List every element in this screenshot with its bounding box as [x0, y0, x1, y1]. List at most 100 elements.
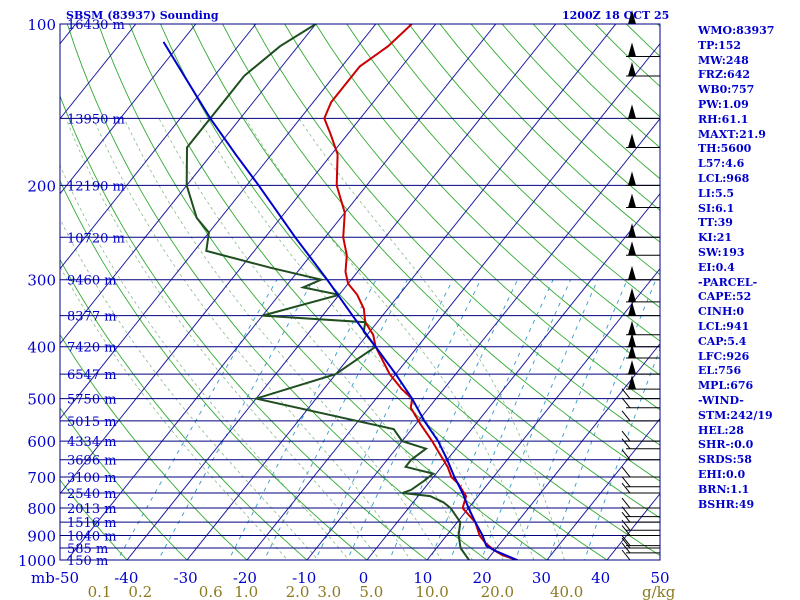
height-label: 585 m — [67, 542, 108, 557]
dewpoint-trace — [185, 24, 471, 560]
wind-barb-feather — [621, 497, 631, 509]
wind-barb-feather — [621, 438, 631, 450]
pressure-unit-label: mb — [31, 569, 55, 587]
isotherm-line — [60, 24, 317, 345]
dry-adiabat-line — [346, 24, 660, 342]
index-item: BSHR:49 — [698, 497, 755, 511]
wind-barbs — [621, 10, 660, 561]
station-title: SBSM (83937) Sounding — [66, 9, 219, 22]
sounding-indices-panel: WMO:83937 TP:152 MW:248 FRZ:642 WB0:757 PW:1.… — [698, 24, 774, 512]
index-item: L57:4.6 — [698, 157, 745, 171]
index-item: EI:0.4 — [698, 260, 735, 274]
plot-frame — [59, 23, 661, 561]
index-item: SRDS:58 — [698, 453, 752, 467]
height-label: 9460 m — [67, 274, 117, 289]
pressure-tick-label: 200 — [27, 177, 56, 195]
mixing-ratio-line — [228, 279, 377, 560]
moist-adiabat-line — [93, 118, 411, 560]
isotherm-line — [60, 24, 257, 270]
wind-barb-flag — [628, 61, 636, 76]
wind-barb-feather — [621, 535, 631, 546]
isotherm-line — [306, 117, 660, 560]
index-item: MPL:676 — [698, 379, 754, 393]
pressure-tick-label: 400 — [27, 339, 56, 357]
isotherm-line — [60, 24, 377, 420]
index-item: TH:5600 — [698, 142, 752, 156]
height-label: 1040 m — [67, 529, 117, 544]
temperature-tick-label: -30 — [174, 569, 198, 587]
mixing-ratio-line — [157, 279, 314, 560]
temperature-tick-label: 10 — [413, 569, 432, 587]
wind-barb-feather — [621, 476, 631, 488]
temperature-tick-label: -10 — [292, 569, 316, 587]
parcel-trace — [162, 41, 520, 560]
height-label: 6547 m — [67, 368, 117, 383]
wind-barb-feather — [621, 449, 631, 461]
wind-barb-feather — [621, 397, 631, 409]
isotherm-line — [186, 24, 617, 560]
dry-adiabat-line — [439, 24, 660, 243]
index-item: LCL:941 — [698, 319, 750, 333]
wind-barb-feather — [621, 430, 631, 442]
isotherm-line — [66, 24, 497, 560]
dry-adiabat-line — [66, 24, 488, 560]
moist-adiabat-line — [60, 218, 319, 560]
isotherm-line — [366, 192, 660, 560]
height-label: 4334 m — [67, 435, 117, 450]
index-item: FRZ:642 — [698, 68, 751, 82]
mixing-ratio-tick-label: 2.0 — [286, 583, 310, 600]
wind-barb-feather — [621, 466, 631, 478]
index-item: SI:6.1 — [698, 201, 735, 215]
height-label: 5750 m — [67, 393, 117, 408]
isotherm-line — [246, 42, 660, 560]
index-item: -PARCEL- — [698, 275, 758, 289]
dry-adiabat-line — [408, 24, 660, 276]
index-item: KI:21 — [698, 231, 733, 245]
pressure-tick-label: 1000 — [18, 552, 56, 570]
temperature-tick-label: -50 — [55, 569, 79, 587]
index-item: SHR-:0.0 — [698, 438, 754, 452]
index-item: WMO:83937 — [698, 24, 775, 37]
mixing-ratio-tick-label: 3.0 — [317, 583, 341, 600]
dry-adiabat-line — [191, 24, 660, 519]
pressure-tick-label: 900 — [27, 527, 56, 545]
wind-barb-flag — [628, 241, 636, 256]
dry-adiabat-line — [253, 24, 660, 446]
index-item: STM:242/19 — [698, 408, 773, 422]
temperature-tick-label: 20 — [473, 569, 492, 587]
height-label: 2013 m — [67, 502, 117, 517]
dry-adiabat-line — [60, 94, 428, 560]
wind-barb-flag — [628, 375, 636, 390]
temperature-tick-label: 50 — [650, 569, 669, 587]
pressure-tick-label: 800 — [27, 500, 56, 518]
wind-barb-feather — [621, 511, 631, 523]
index-item: SW:193 — [698, 245, 745, 259]
mixing-ratio-tick-label: 0.1 — [88, 583, 112, 600]
wind-barb-flag — [628, 320, 636, 335]
background-lines — [60, 24, 660, 560]
height-label: 7420 m — [67, 341, 117, 356]
wind-barb-flag — [628, 104, 636, 119]
wind-barb-feather — [621, 542, 631, 554]
isotherm-line — [426, 267, 660, 560]
height-label: 12190 m — [67, 179, 125, 194]
wind-barb-feather — [621, 537, 631, 549]
dry-adiabat-line — [222, 24, 660, 482]
pressure-tick-label: 500 — [27, 391, 56, 409]
pressure-tick-label: 600 — [27, 433, 56, 451]
wind-barb-flag — [628, 360, 636, 375]
mixing-ratio-tick-label: 0.2 — [128, 583, 152, 600]
mixing-ratio-line — [584, 347, 660, 560]
wind-barb-feather — [621, 388, 631, 399]
moist-adiabat-line — [158, 118, 473, 560]
dry-adiabat-line — [160, 24, 660, 557]
mixing-ratio-line — [263, 279, 408, 560]
index-item: MW:248 — [698, 53, 749, 67]
wind-barb-feather — [621, 525, 631, 536]
index-item: LCL:968 — [698, 171, 750, 185]
pressure-tick-label: 700 — [27, 469, 56, 487]
mixing-ratio-tick-label: 10.0 — [415, 583, 448, 600]
temperature-tick-label: 0 — [359, 569, 369, 587]
